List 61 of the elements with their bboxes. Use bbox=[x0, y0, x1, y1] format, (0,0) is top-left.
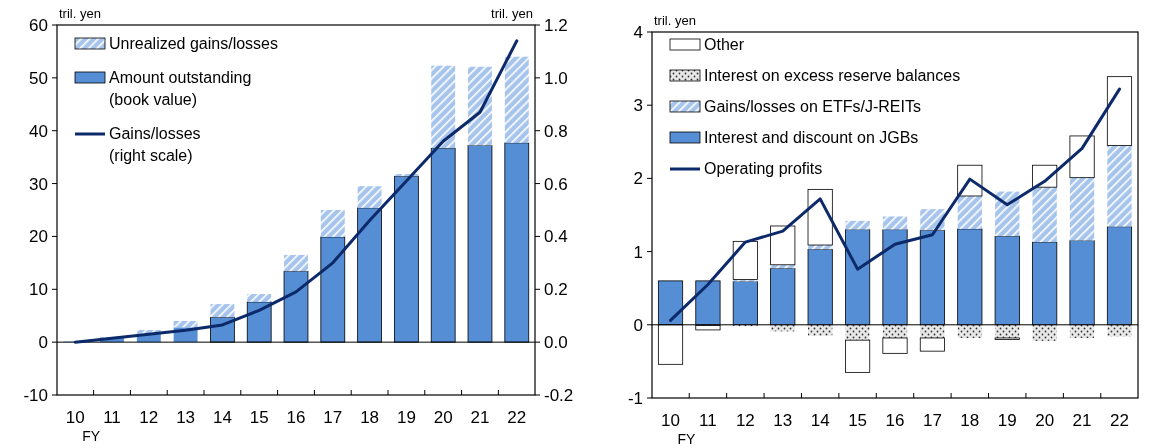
x-axis-title: FY bbox=[82, 428, 101, 444]
y-tick-label: 60 bbox=[29, 16, 48, 35]
y-tick-label: 50 bbox=[29, 68, 48, 88]
y-tick-label: 3 bbox=[633, 96, 643, 116]
x-tick-label: 17 bbox=[922, 411, 942, 430]
y-tick-label: 4 bbox=[633, 23, 643, 42]
x-tick-label: 21 bbox=[1072, 411, 1092, 430]
y2-tick-label: 0.0 bbox=[544, 333, 568, 353]
y-tick-label: 1 bbox=[633, 242, 643, 262]
y2-tick-label: 0.8 bbox=[544, 121, 568, 141]
x-tick-label: 15 bbox=[249, 408, 269, 427]
legend-label: Unrealized gains/losses bbox=[109, 35, 278, 52]
y-axis-title: tril. yen bbox=[59, 6, 101, 21]
y-tick-label: 2 bbox=[633, 169, 643, 189]
y2-tick-label: 1.0 bbox=[544, 68, 568, 88]
x-tick-label: 13 bbox=[176, 408, 196, 427]
x-tick-label: 11 bbox=[103, 408, 121, 427]
x-tick-label: 17 bbox=[323, 408, 343, 427]
x-tick-label: 18 bbox=[360, 408, 380, 427]
x-tick-label: 19 bbox=[997, 411, 1017, 430]
x-tick-label: 22 bbox=[507, 408, 527, 427]
y-tick-label: 20 bbox=[29, 227, 48, 247]
x-tick-label: 14 bbox=[212, 408, 232, 427]
x-tick-label: 14 bbox=[810, 411, 830, 430]
x-tick-label: 13 bbox=[773, 411, 793, 430]
x-tick-label: 19 bbox=[396, 408, 416, 427]
y-tick-label: 0 bbox=[38, 333, 48, 353]
y-tick-label: 30 bbox=[29, 174, 48, 194]
legend-label: Interest and discount on JGBs bbox=[704, 129, 919, 146]
legend-label: Interest on excess reserve balances bbox=[704, 67, 961, 84]
legend-label: Gains/losses (right scale) bbox=[109, 125, 201, 164]
x-tick-label: 20 bbox=[1035, 411, 1055, 430]
x-axis-title: FY bbox=[677, 431, 697, 447]
x-tick-label: 16 bbox=[885, 411, 905, 430]
x-tick-label: 10 bbox=[65, 408, 85, 427]
y-tick-label: 0 bbox=[633, 315, 643, 335]
y-axis-title: tril. yen bbox=[654, 13, 696, 28]
y2-tick-label: 0.2 bbox=[544, 280, 568, 300]
y2-tick-label: 0.4 bbox=[544, 227, 568, 247]
y2-tick-label: 0.6 bbox=[544, 174, 568, 194]
y2-tick-label: -0.2 bbox=[544, 386, 574, 405]
x-tick-label: 10 bbox=[661, 411, 680, 430]
legend-label: Gains/losses on ETFs/J-REITs bbox=[704, 98, 921, 115]
x-tick-label: 18 bbox=[960, 411, 980, 430]
x-tick-label: 15 bbox=[848, 411, 868, 430]
y2-axis-title: tril. yen bbox=[491, 6, 533, 21]
x-tick-label: 22 bbox=[1110, 411, 1129, 430]
y-tick-label: -1 bbox=[627, 389, 643, 408]
x-tick-label: 11 bbox=[699, 411, 717, 430]
y-tick-label: -10 bbox=[23, 386, 48, 405]
x-tick-label: 21 bbox=[470, 408, 490, 427]
legend-label: Amount outstanding (book value) bbox=[109, 69, 252, 108]
x-tick-label: 12 bbox=[735, 411, 755, 430]
x-tick-label: 16 bbox=[286, 408, 306, 427]
y-tick-label: 10 bbox=[29, 280, 48, 300]
legend-label: Operating profits bbox=[704, 160, 823, 177]
y2-tick-label: 1.2 bbox=[544, 16, 568, 35]
legend-label: Other bbox=[704, 36, 745, 53]
y-tick-label: 40 bbox=[29, 121, 48, 141]
x-tick-label: 20 bbox=[433, 408, 453, 427]
x-tick-label: 12 bbox=[139, 408, 159, 427]
